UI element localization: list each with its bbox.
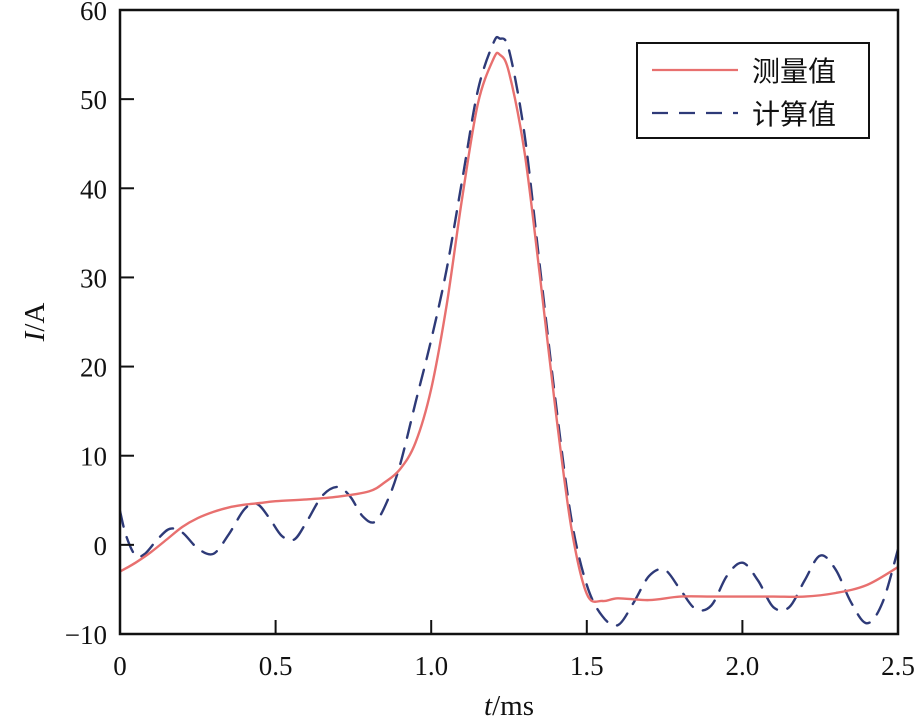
y-tick-label: −10 [65,620,107,650]
x-tick-label: 2.5 [881,651,915,681]
legend-label-measured: 测量值 [752,55,836,88]
x-tick-label: 1.0 [414,651,448,681]
y-axis-tick-labels: −10 0 10 20 30 40 50 60 [65,0,107,650]
y-tick-label: 60 [80,0,107,26]
y-axis-label: I/A [19,303,51,343]
x-tick-label: 0.5 [259,651,293,681]
series-calculated-line [120,35,898,627]
legend-box [636,42,870,139]
y-tick-label: 20 [80,353,107,383]
x-axis-label: t/ms [484,690,534,722]
legend: 测量值 计算值 [636,42,870,139]
x-axis-ticks [274,620,744,634]
y-tick-label: 30 [80,263,107,293]
y-tick-label: 40 [80,174,107,204]
x-tick-label: 0 [113,651,127,681]
plot-frame [118,8,900,636]
plot-series [120,35,898,627]
y-tick-label: 0 [94,531,108,561]
x-tick-label: 2.0 [726,651,760,681]
series-measured-line [120,51,898,603]
x-axis-tick-labels: 0 0.5 1.0 1.5 2.0 2.5 [113,651,915,681]
y-tick-label: 50 [80,85,107,115]
y-axis-ticks [120,98,134,546]
legend-label-calculated: 计算值 [752,98,836,131]
x-tick-label: 1.5 [570,651,604,681]
y-tick-label: 10 [80,442,107,472]
